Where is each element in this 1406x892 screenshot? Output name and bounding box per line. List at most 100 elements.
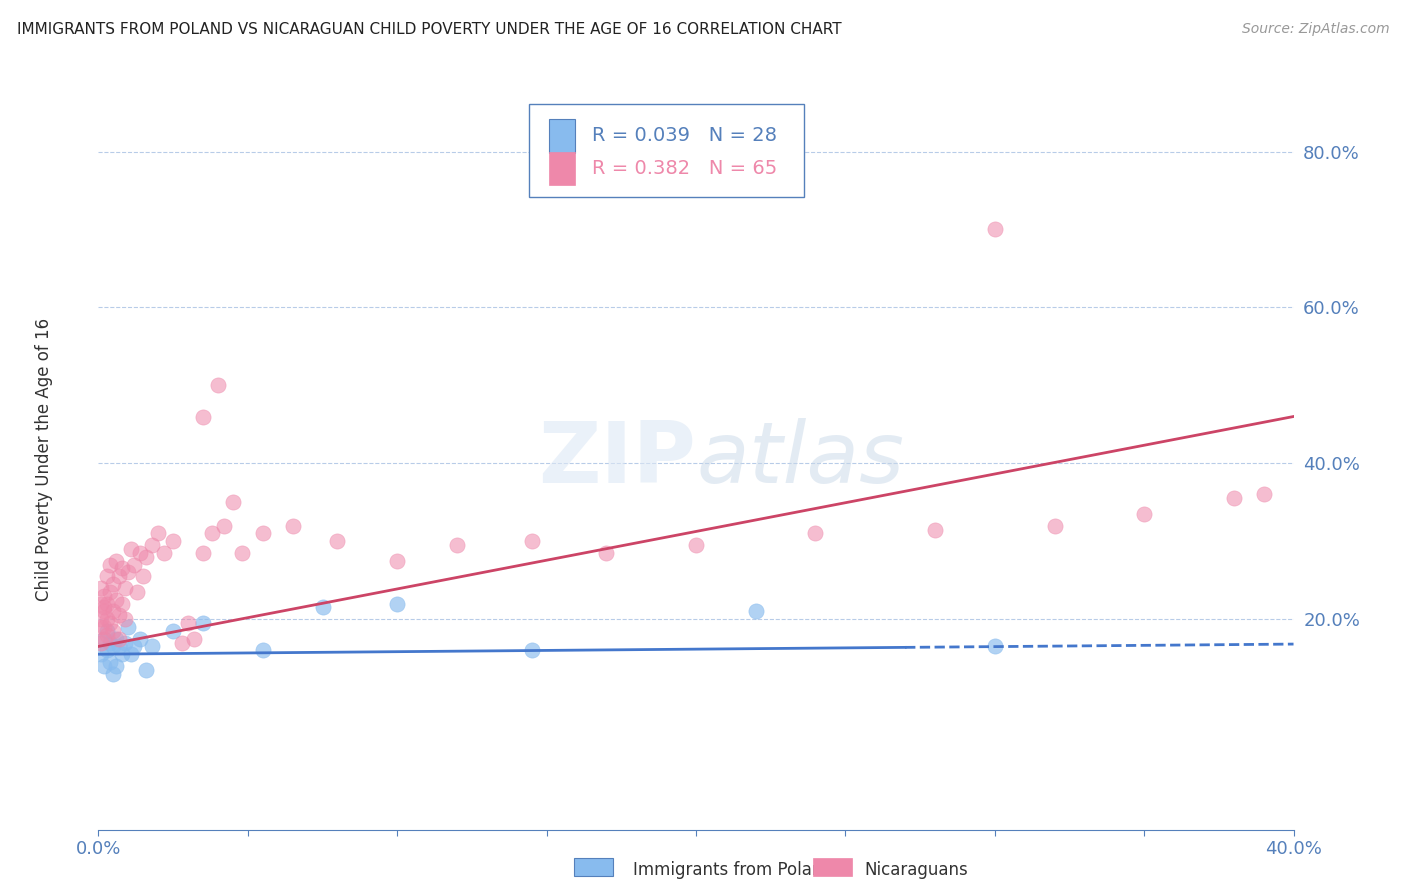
- Text: R = 0.039   N = 28: R = 0.039 N = 28: [592, 127, 778, 145]
- Text: R = 0.382   N = 65: R = 0.382 N = 65: [592, 159, 778, 178]
- Point: [98, 635, 122, 649]
- Point: [135, 663, 157, 677]
- Point: [114, 635, 136, 649]
- Point: [212, 518, 235, 533]
- Point: [129, 546, 152, 560]
- Point: [135, 549, 157, 564]
- Point: [222, 495, 245, 509]
- Point: [93, 632, 115, 646]
- Point: [90, 635, 112, 649]
- Point: [90, 597, 112, 611]
- Point: [595, 546, 617, 560]
- Point: [98, 615, 122, 630]
- Point: [114, 612, 136, 626]
- Point: [129, 632, 152, 646]
- Text: Child Poverty Under the Age of 16: Child Poverty Under the Age of 16: [35, 318, 53, 601]
- Point: [111, 647, 134, 661]
- Point: [98, 585, 122, 599]
- Point: [804, 526, 827, 541]
- Point: [108, 640, 131, 654]
- Point: [90, 620, 112, 634]
- Point: [98, 655, 122, 669]
- Point: [162, 624, 184, 638]
- Point: [93, 600, 115, 615]
- Point: [385, 597, 409, 611]
- Point: [141, 538, 163, 552]
- Point: [520, 643, 543, 657]
- Point: [103, 666, 125, 681]
- Point: [105, 632, 128, 646]
- Text: Nicaraguans: Nicaraguans: [865, 861, 969, 879]
- Point: [114, 581, 136, 595]
- Point: [96, 628, 118, 642]
- Point: [177, 615, 200, 630]
- Point: [103, 640, 125, 654]
- Point: [252, 643, 274, 657]
- Point: [1223, 491, 1246, 506]
- Point: [117, 566, 139, 580]
- Point: [252, 526, 274, 541]
- Text: IMMIGRANTS FROM POLAND VS NICARAGUAN CHILD POVERTY UNDER THE AGE OF 16 CORRELATI: IMMIGRANTS FROM POLAND VS NICARAGUAN CHI…: [17, 22, 842, 37]
- Point: [984, 222, 1007, 236]
- Point: [984, 640, 1007, 654]
- Point: [201, 526, 224, 541]
- Text: Immigrants from Poland: Immigrants from Poland: [633, 861, 832, 879]
- Point: [111, 561, 134, 575]
- Point: [93, 604, 115, 618]
- Point: [127, 585, 149, 599]
- Point: [311, 600, 333, 615]
- Point: [120, 647, 142, 661]
- Point: [117, 620, 139, 634]
- Point: [281, 518, 304, 533]
- Point: [141, 640, 163, 654]
- Point: [103, 604, 125, 618]
- Point: [172, 635, 194, 649]
- Point: [96, 643, 118, 657]
- Point: [105, 592, 128, 607]
- Point: [108, 569, 131, 583]
- Point: [103, 624, 125, 638]
- Point: [105, 659, 128, 673]
- Point: [1133, 507, 1156, 521]
- Text: ZIP: ZIP: [538, 417, 696, 501]
- Point: [108, 632, 131, 646]
- Point: [191, 409, 214, 424]
- Point: [685, 538, 707, 552]
- Bar: [548, 120, 575, 153]
- Point: [103, 577, 125, 591]
- Bar: [813, 858, 852, 876]
- Point: [326, 534, 349, 549]
- Bar: [548, 152, 575, 185]
- Point: [108, 608, 131, 623]
- Point: [96, 569, 118, 583]
- Point: [111, 597, 134, 611]
- Point: [90, 647, 112, 661]
- Point: [745, 604, 768, 618]
- Point: [105, 554, 128, 568]
- Point: [446, 538, 468, 552]
- Point: [191, 615, 214, 630]
- Text: atlas: atlas: [696, 417, 904, 501]
- Point: [93, 620, 115, 634]
- FancyBboxPatch shape: [529, 104, 804, 196]
- Point: [148, 526, 170, 541]
- Point: [924, 523, 946, 537]
- Point: [90, 612, 112, 626]
- Point: [90, 581, 112, 595]
- Point: [124, 558, 146, 572]
- Bar: [574, 858, 613, 876]
- Point: [191, 546, 214, 560]
- Point: [124, 640, 146, 654]
- Point: [1253, 487, 1275, 501]
- Point: [1043, 518, 1066, 533]
- Point: [162, 534, 184, 549]
- Point: [183, 632, 205, 646]
- Point: [231, 546, 253, 560]
- Point: [385, 554, 409, 568]
- Text: Source: ZipAtlas.com: Source: ZipAtlas.com: [1241, 22, 1389, 37]
- Point: [93, 632, 115, 646]
- Point: [207, 378, 229, 392]
- Point: [520, 534, 543, 549]
- Point: [93, 659, 115, 673]
- Point: [98, 558, 122, 572]
